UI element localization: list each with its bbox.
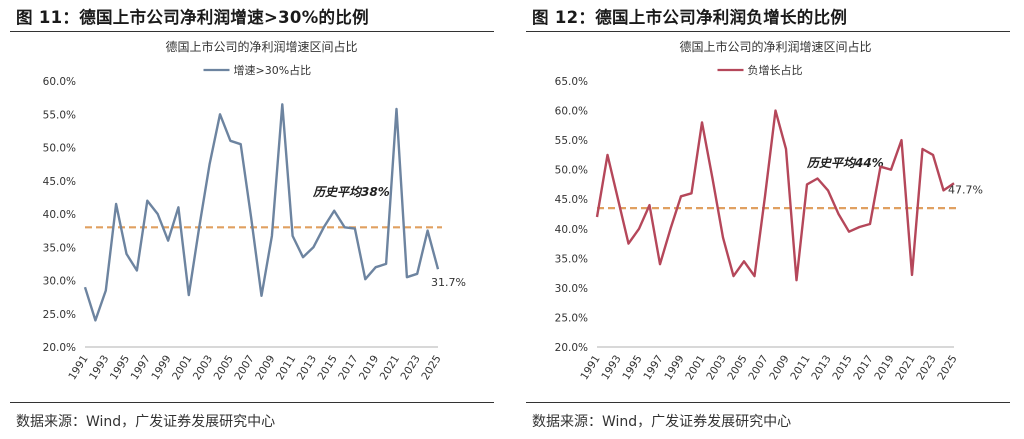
series-line xyxy=(595,109,955,282)
average-label: 历史平均38% xyxy=(312,185,390,199)
x-tick-label: 2013 xyxy=(809,353,833,382)
title-rule xyxy=(526,31,1010,32)
x-tick-label: 2017 xyxy=(851,353,875,382)
y-tick-label: 20.0% xyxy=(555,342,588,354)
y-tick-label: 20.0% xyxy=(43,342,76,354)
x-tick-label: 2001 xyxy=(170,353,194,382)
x-tick-label: 2009 xyxy=(767,353,791,382)
x-tick-label: 1999 xyxy=(662,353,686,382)
figure-title: 图 11：德国上市公司净利润增速>30%的比例 xyxy=(16,8,369,27)
y-tick-label: 50.0% xyxy=(43,143,76,155)
figure-11-panel: 图 11：德国上市公司净利润增速>30%的比例 德国上市公司的净利润增速区间占比… xyxy=(6,0,498,439)
x-tick-label: 1995 xyxy=(620,353,644,382)
y-tick-label: 55.0% xyxy=(555,135,588,147)
y-tick-label: 60.0% xyxy=(43,76,76,88)
x-tick-label: 2023 xyxy=(914,353,938,382)
legend-label: 增速>30%占比 xyxy=(234,63,312,77)
y-tick-label: 30.0% xyxy=(43,276,76,288)
x-tick-label: 2007 xyxy=(746,353,770,382)
x-tick-label: 2003 xyxy=(704,353,728,382)
x-tick-label: 2013 xyxy=(295,353,319,382)
x-tick-label: 2001 xyxy=(683,353,707,382)
y-tick-label: 35.0% xyxy=(555,253,588,265)
y-tick-label: 55.0% xyxy=(43,109,76,121)
x-tick-label: 2007 xyxy=(232,353,256,382)
x-tick-label: 1993 xyxy=(599,353,623,382)
y-tick-label: 25.0% xyxy=(43,309,76,321)
chart-title: 德国上市公司的净利润增速区间占比 xyxy=(679,39,871,54)
x-tick-label: 2005 xyxy=(212,353,236,382)
y-tick-label: 40.0% xyxy=(555,224,588,236)
x-tick-label: 2011 xyxy=(788,353,812,382)
x-tick-label: 2011 xyxy=(274,353,298,382)
source-note: 数据来源：Wind，广发证券发展研究中心 xyxy=(16,414,276,430)
average-label: 历史平均44% xyxy=(806,156,884,170)
last-value-label: 47.7% xyxy=(948,183,983,196)
x-tick-label: 1997 xyxy=(129,353,153,382)
x-tick-label: 2015 xyxy=(315,353,339,382)
y-tick-label: 45.0% xyxy=(555,194,588,206)
source-rule xyxy=(526,402,1010,403)
y-tick-label: 45.0% xyxy=(43,176,76,188)
figure-title: 图 12：德国上市公司净利润负增长的比例 xyxy=(532,8,848,27)
x-tick-label: 2021 xyxy=(378,353,402,382)
series-line xyxy=(83,103,440,322)
x-tick-label: 2023 xyxy=(399,353,423,382)
last-value-label: 31.7% xyxy=(431,276,466,289)
y-tick-label: 30.0% xyxy=(555,283,588,295)
source-rule xyxy=(10,402,494,403)
x-tick-label: 2019 xyxy=(872,353,896,382)
y-tick-label: 60.0% xyxy=(555,106,588,118)
x-tick-label: 2025 xyxy=(419,353,443,382)
x-tick-label: 2019 xyxy=(357,353,381,382)
y-tick-label: 40.0% xyxy=(43,209,76,221)
y-tick-label: 50.0% xyxy=(555,165,588,177)
x-tick-label: 2009 xyxy=(253,353,277,382)
x-tick-label: 1999 xyxy=(149,353,173,382)
title-rule xyxy=(10,31,494,32)
x-tick-label: 1995 xyxy=(108,353,132,382)
x-tick-label: 2015 xyxy=(830,353,854,382)
x-tick-label: 2003 xyxy=(191,353,215,382)
x-tick-label: 1993 xyxy=(87,353,111,382)
y-tick-label: 65.0% xyxy=(555,76,588,88)
source-note: 数据来源：Wind，广发证券发展研究中心 xyxy=(532,414,792,430)
x-tick-label: 1997 xyxy=(641,353,665,382)
figure-12-panel: 图 12：德国上市公司净利润负增长的比例 德国上市公司的净利润增速区间占比 负增长… xyxy=(522,0,1014,439)
x-tick-label: 1991 xyxy=(66,353,90,382)
x-tick-label: 1991 xyxy=(578,353,602,382)
x-tick-label: 2017 xyxy=(336,353,360,382)
x-tick-label: 2005 xyxy=(725,353,749,382)
y-tick-label: 35.0% xyxy=(43,242,76,254)
x-tick-label: 2025 xyxy=(935,353,959,382)
x-tick-label: 2021 xyxy=(893,353,917,382)
chart-title: 德国上市公司的净利润增速区间占比 xyxy=(165,39,357,54)
legend-label: 负增长占比 xyxy=(748,63,803,77)
y-tick-label: 25.0% xyxy=(555,312,588,324)
